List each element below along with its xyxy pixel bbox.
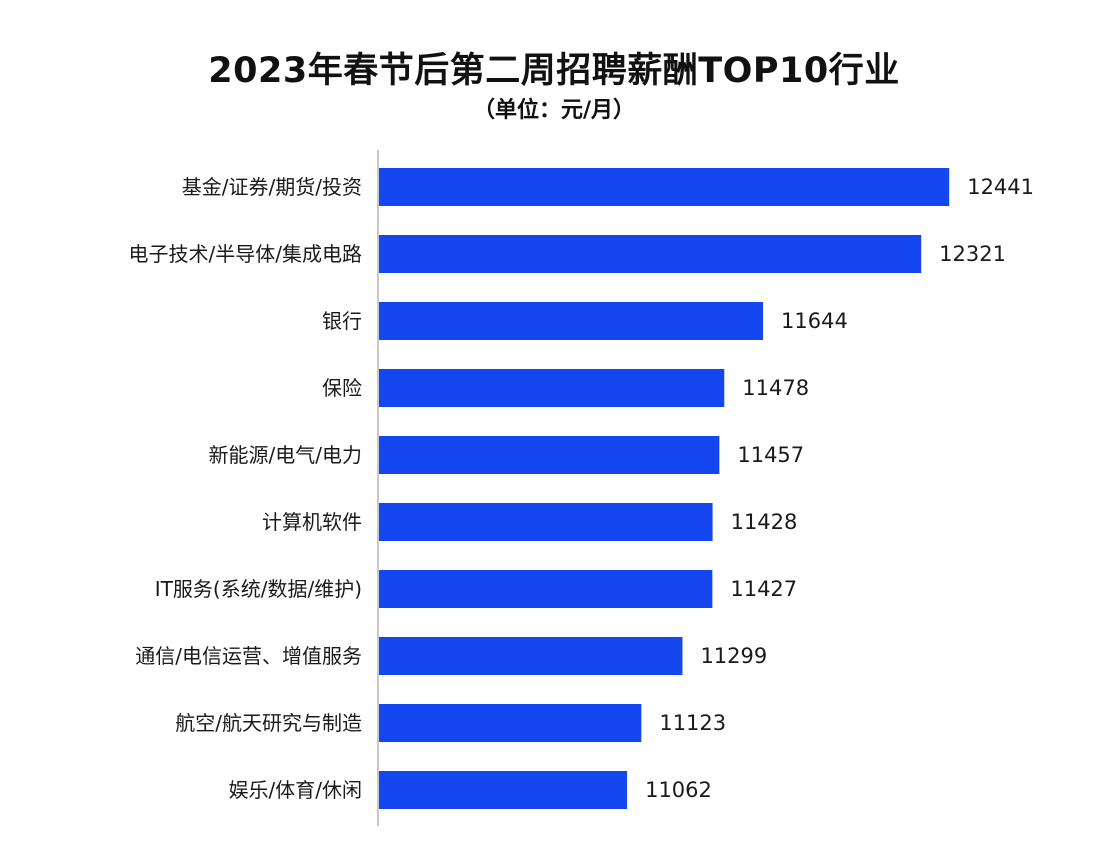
value-label-4: 11457 (737, 443, 804, 467)
value-label-2: 11644 (781, 309, 848, 333)
bar-7 (379, 637, 683, 675)
value-label-0: 12441 (967, 175, 1034, 199)
bar-5 (379, 503, 713, 541)
category-label-5: 计算机软件 (262, 510, 362, 534)
bar-6 (379, 570, 713, 608)
value-label-8: 11123 (659, 711, 726, 735)
bar-4 (379, 436, 720, 474)
category-label-6: IT服务(系统/数据/维护) (155, 577, 362, 601)
bar-3 (379, 369, 725, 407)
bars-group: 基金/证券/期货/投资 12441 电子技术/半导体/集成电路 12321 银行 1164… (129, 168, 1034, 809)
bar-2 (379, 302, 764, 340)
value-label-1: 12321 (939, 242, 1006, 266)
category-label-8: 航空/航天研究与制造 (175, 711, 362, 735)
value-label-6: 11427 (730, 577, 797, 601)
category-label-0: 基金/证券/期货/投资 (182, 175, 362, 199)
category-label-2: 银行 (322, 309, 362, 333)
category-label-3: 保险 (322, 376, 362, 400)
category-label-4: 新能源/电气/电力 (209, 443, 362, 467)
value-label-5: 11428 (731, 510, 798, 534)
category-label-9: 娱乐/体育/休闲 (229, 778, 362, 802)
bar-9 (379, 771, 628, 809)
value-label-7: 11299 (700, 644, 767, 668)
value-label-9: 11062 (645, 778, 712, 802)
value-label-3: 11478 (742, 376, 809, 400)
bar-1 (379, 235, 922, 273)
bar-8 (379, 704, 642, 742)
chart-subtitle: （单位：元/月） (472, 98, 636, 123)
chart-title: 2023年春节后第二周招聘薪酬TOP10行业 (208, 51, 900, 91)
bar-0 (379, 168, 950, 206)
category-label-1: 电子技术/半导体/集成电路 (129, 242, 362, 266)
category-label-7: 通信/电信运营、增值服务 (135, 644, 362, 668)
